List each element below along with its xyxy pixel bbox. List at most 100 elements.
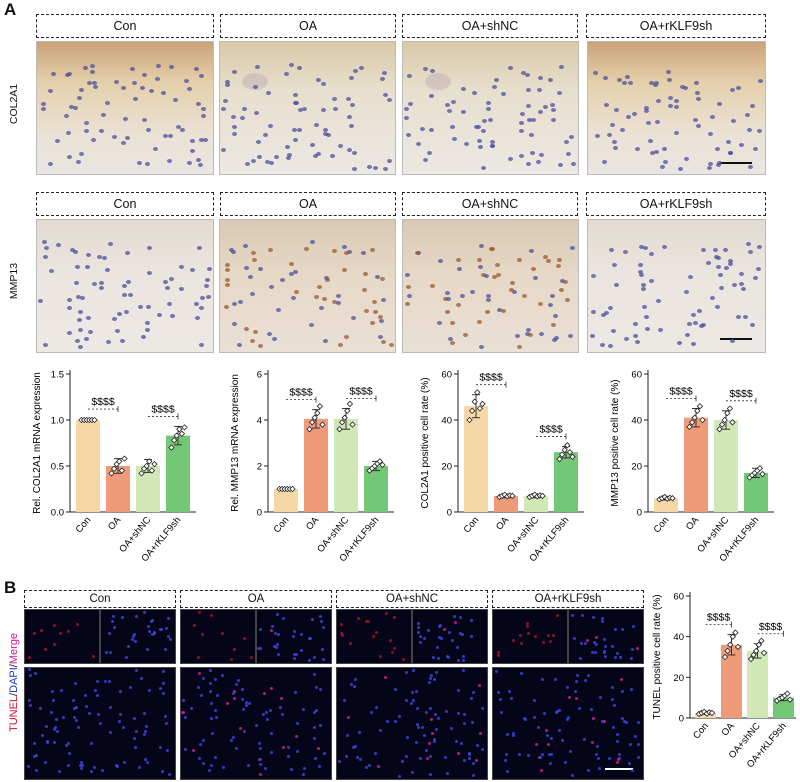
cell-nucleus bbox=[420, 127, 426, 132]
fluorescent-nucleus bbox=[44, 761, 48, 765]
cell-nucleus bbox=[349, 75, 355, 80]
cell-nucleus bbox=[224, 304, 230, 309]
cell-nucleus bbox=[707, 162, 713, 166]
fluorescent-nucleus bbox=[467, 753, 471, 756]
cell-nucleus bbox=[486, 100, 492, 105]
data-point bbox=[699, 416, 706, 424]
bar-2 bbox=[524, 495, 548, 512]
fluorescent-nucleus bbox=[258, 627, 262, 631]
cell-nucleus bbox=[106, 340, 111, 345]
fluorescent-nucleus bbox=[370, 710, 374, 714]
y-tick-label: 4 bbox=[257, 416, 262, 427]
cell-nucleus bbox=[485, 310, 491, 315]
y-tick-label: 20 bbox=[673, 673, 684, 684]
cell-nucleus bbox=[386, 98, 392, 103]
cell-nucleus bbox=[221, 148, 227, 153]
fluorescent-nucleus bbox=[32, 742, 36, 746]
fluorescent-nucleus bbox=[627, 761, 631, 765]
fluorescent-nucleus bbox=[277, 652, 281, 656]
cell-nucleus bbox=[437, 321, 443, 326]
cell-nucleus bbox=[231, 322, 237, 327]
fluorescent-nucleus bbox=[534, 635, 538, 639]
fluorescent-nucleus bbox=[210, 764, 214, 768]
cell-nucleus bbox=[483, 274, 489, 279]
cell-nucleus bbox=[510, 280, 516, 285]
fluorescent-nucleus bbox=[72, 698, 76, 702]
fluorescent-nucleus bbox=[183, 715, 187, 719]
fluorescent-nucleus bbox=[475, 744, 479, 748]
fluorescent-nucleus bbox=[248, 702, 252, 706]
cell-nucleus bbox=[200, 107, 206, 112]
merge-image-oarklf9sh bbox=[492, 667, 644, 780]
cell-nucleus bbox=[445, 296, 451, 301]
fluorescent-nucleus bbox=[536, 725, 540, 729]
cell-nucleus bbox=[114, 79, 119, 84]
cell-nucleus bbox=[345, 96, 351, 101]
cell-nucleus bbox=[225, 82, 231, 87]
fluorescent-nucleus bbox=[92, 765, 96, 769]
scale-bar bbox=[605, 768, 633, 770]
fluorescent-nucleus bbox=[459, 616, 463, 620]
fluorescent-nucleus bbox=[418, 635, 422, 639]
fluorescent-nucleus bbox=[232, 689, 236, 693]
cell-nucleus bbox=[473, 125, 479, 130]
cell-nucleus bbox=[680, 85, 686, 90]
fluorescent-nucleus bbox=[282, 616, 286, 620]
cell-nucleus bbox=[603, 310, 609, 315]
fluorescent-nucleus bbox=[565, 686, 569, 690]
x-tick-label: Con bbox=[691, 721, 711, 741]
cell-nucleus bbox=[677, 167, 683, 172]
data-point bbox=[116, 458, 123, 465]
data-point bbox=[151, 460, 158, 468]
data-point bbox=[694, 407, 701, 414]
cell-nucleus bbox=[100, 112, 106, 117]
fluorescent-nucleus bbox=[210, 732, 214, 736]
fluorescent-nucleus bbox=[233, 647, 237, 651]
data-point bbox=[509, 492, 516, 500]
fluorescent-nucleus bbox=[598, 696, 602, 700]
cell-nucleus bbox=[321, 297, 327, 302]
cell-nucleus bbox=[121, 293, 127, 298]
fluorescent-nucleus bbox=[610, 644, 614, 648]
cell-nucleus bbox=[607, 344, 613, 349]
fluorescent-nucleus bbox=[312, 710, 316, 714]
cell-nucleus bbox=[252, 329, 258, 334]
fluorescent-nucleus bbox=[296, 749, 300, 753]
fluorescent-nucleus bbox=[242, 707, 246, 711]
fluorescent-nucleus bbox=[551, 633, 555, 637]
cell-nucleus bbox=[140, 86, 146, 90]
panel-letter-b: B bbox=[4, 578, 17, 597]
fluorescent-nucleus bbox=[308, 658, 312, 662]
cell-nucleus bbox=[359, 66, 365, 71]
cell-nucleus bbox=[491, 84, 497, 89]
fluorescent-nucleus bbox=[346, 715, 350, 719]
cell-nucleus bbox=[229, 248, 235, 253]
fluorescent-nucleus bbox=[456, 751, 460, 755]
fluorescent-nucleus bbox=[435, 727, 439, 731]
micrograph-mmp13-con bbox=[36, 219, 214, 353]
cell-nucleus bbox=[691, 313, 697, 318]
significance-label: $$$$ bbox=[349, 386, 373, 398]
fluorescent-nucleus bbox=[600, 616, 604, 620]
cell-nucleus bbox=[655, 98, 661, 103]
cell-nucleus bbox=[537, 75, 543, 80]
fluorescent-nucleus bbox=[397, 715, 401, 719]
cell-nucleus bbox=[521, 71, 527, 76]
cell-nucleus bbox=[67, 306, 73, 311]
y-tick-label: 60 bbox=[631, 370, 642, 381]
bar-1 bbox=[304, 418, 328, 512]
cell-nucleus bbox=[183, 78, 189, 83]
cell-nucleus bbox=[526, 88, 532, 93]
fluorescent-nucleus bbox=[430, 718, 434, 722]
fluorescent-nucleus bbox=[573, 689, 577, 693]
cell-nucleus bbox=[600, 312, 606, 317]
cell-nucleus bbox=[550, 323, 556, 328]
cell-nucleus bbox=[531, 267, 537, 272]
cell-nucleus bbox=[507, 156, 513, 161]
fluorescent-nucleus bbox=[161, 682, 165, 686]
cell-nucleus bbox=[241, 107, 247, 112]
fluorescent-nucleus bbox=[339, 631, 343, 635]
row-label-col2a1: COL2A1 bbox=[8, 83, 20, 125]
cell-nucleus bbox=[316, 152, 322, 157]
cell-nucleus bbox=[69, 248, 75, 253]
